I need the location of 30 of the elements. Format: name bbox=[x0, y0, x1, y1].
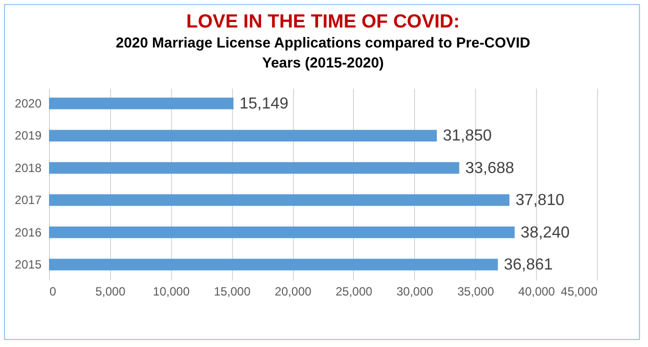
x-tick-label: 0 bbox=[50, 284, 56, 298]
chart-title: LOVE IN THE TIME OF COVID: bbox=[186, 12, 460, 32]
x-tick-label: 30,000 bbox=[396, 284, 434, 298]
bar bbox=[49, 98, 234, 110]
bar bbox=[49, 226, 515, 238]
data-label: 15,149 bbox=[239, 95, 289, 112]
y-tick-label: 2020 bbox=[14, 96, 42, 110]
x-tick-label: 40,000 bbox=[518, 284, 556, 298]
data-label: 36,861 bbox=[504, 256, 553, 274]
data-label: 31,850 bbox=[442, 128, 492, 145]
x-tick-label: 20,000 bbox=[274, 284, 312, 298]
bar bbox=[49, 162, 460, 174]
data-label: 37,810 bbox=[515, 192, 564, 210]
data-label: 38,240 bbox=[520, 224, 570, 242]
x-tick-label: 5,000 bbox=[95, 284, 126, 298]
bar bbox=[49, 130, 437, 142]
x-tick-label: 15,000 bbox=[214, 284, 251, 298]
x-tick-label: 35,000 bbox=[457, 284, 494, 298]
y-tick-label: 2017 bbox=[14, 193, 42, 208]
bar bbox=[49, 258, 498, 270]
x-tick-label: 25,000 bbox=[336, 284, 373, 298]
x-tick-label: 10,000 bbox=[152, 284, 190, 298]
y-tick-label: 2015 bbox=[14, 258, 42, 272]
y-tick-label: 2018 bbox=[14, 160, 42, 175]
bar bbox=[49, 194, 510, 206]
x-tick-label: 45,000 bbox=[560, 284, 598, 298]
chart-subtitle: 2020 Marriage License Applications compared to Pre-COVID Years (2015-2020) bbox=[116, 36, 530, 72]
data-label: 33,688 bbox=[465, 160, 514, 177]
y-tick-label: 2019 bbox=[14, 128, 42, 143]
y-tick-label: 2016 bbox=[14, 225, 42, 240]
